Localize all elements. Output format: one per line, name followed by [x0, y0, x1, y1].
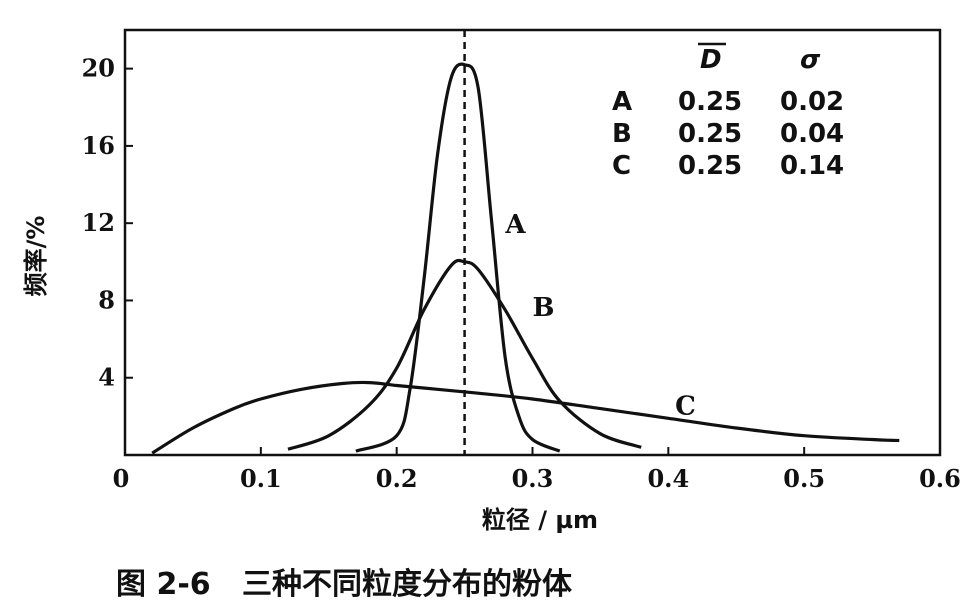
x-tick-label: 0.4 — [647, 464, 689, 493]
legend-header-mean: D — [700, 45, 722, 75]
axis-ticks: 0 0.1 0.2 0.3 0.4 0.5 0.6 4 8 12 16 20 — [82, 54, 961, 493]
curve-labels: A B C — [504, 210, 695, 422]
x-tick-label: 0.5 — [783, 464, 825, 493]
legend-row-a-label: A — [612, 87, 632, 117]
curve-label-b: B — [533, 293, 555, 323]
legend-row-a-mean: 0.25 — [678, 87, 742, 117]
series-line-c — [151, 380, 900, 455]
curve-label-a: A — [504, 210, 526, 240]
y-tick-label: 12 — [82, 208, 115, 237]
series-line-a — [355, 62, 561, 453]
legend-header-sigma: σ — [800, 45, 821, 75]
curve-label-c: C — [675, 391, 696, 421]
series-group — [151, 62, 900, 455]
legend-row-b-sigma: 0.04 — [780, 119, 844, 149]
y-tick-label: 16 — [82, 131, 115, 160]
legend-row-b-mean: 0.25 — [678, 119, 742, 149]
legend-row-c-label: C — [612, 151, 631, 181]
legend-row-c-sigma: 0.14 — [780, 151, 844, 181]
x-tick-label: 0.3 — [512, 464, 554, 493]
y-tick-label: 4 — [98, 363, 115, 392]
legend-row-c-mean: 0.25 — [678, 151, 742, 181]
x-tick-label: 0.2 — [376, 464, 418, 493]
y-tick-label: 20 — [82, 54, 115, 83]
x-axis-title: 粒径 / µm — [482, 506, 598, 534]
y-axis-title: 频率/% — [22, 216, 50, 297]
legend-row-b-label: B — [612, 119, 632, 149]
legend-table: D σ A 0.25 0.02 B 0.25 0.04 C 0.25 0.14 — [612, 42, 844, 181]
x-tick-label: 0.6 — [919, 464, 961, 493]
legend-row-a-sigma: 0.02 — [780, 87, 844, 117]
x-tick-label: 0.1 — [240, 464, 282, 493]
figure-caption: 图 2-6 三种不同粒度分布的粉体 — [116, 567, 573, 602]
y-tick-label: 8 — [98, 285, 115, 314]
series-line-b — [287, 258, 642, 451]
x-tick-label: 0 — [113, 464, 130, 493]
